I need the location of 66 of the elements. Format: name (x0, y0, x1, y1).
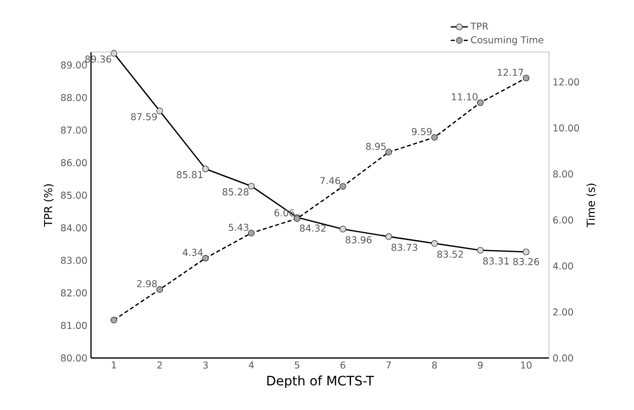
x-tick-label: 6 (340, 362, 346, 369)
x-tick-label: 1 (112, 362, 116, 368)
x-tick-label: 3 (203, 362, 208, 369)
y2-tick-label: 10.00 (554, 124, 579, 132)
data-label: 83.96 (346, 236, 372, 244)
point (202, 254, 209, 262)
point (340, 226, 346, 232)
data-label: 7.46 (320, 177, 340, 184)
data-label: 84.32 (300, 224, 326, 232)
x-tick-label: 9 (478, 362, 483, 369)
point (385, 233, 392, 240)
x-tick-label: 7 (386, 362, 391, 368)
y-tick-label: 87.00 (61, 126, 87, 134)
point (522, 74, 530, 82)
data-label: 87.59 (131, 113, 157, 120)
data-label: 85.81 (176, 171, 202, 178)
y-axis-title: TPR (%) (44, 184, 54, 227)
legend-label: Cosuming Time (471, 36, 544, 46)
y2-tick-label: 12.00 (554, 78, 579, 86)
y2-axis-title: Time (s) (586, 184, 596, 228)
data-label: 12.17 (498, 68, 524, 76)
y-tick-label: 84.00 (61, 224, 87, 232)
x-tick-label: 5 (294, 362, 300, 369)
y-tick-label: 89.00 (61, 61, 87, 69)
point (156, 286, 163, 293)
data-label: 4.34 (182, 248, 203, 256)
data-label: 83.73 (392, 244, 418, 251)
point (385, 148, 392, 156)
x-tick-label: 10 (521, 362, 532, 369)
point (156, 108, 163, 114)
legend-label: TPR (470, 22, 488, 30)
y-tick-label: 82.00 (61, 289, 87, 296)
point (477, 99, 484, 106)
y2-tick-label: 2.00 (553, 308, 573, 316)
y2-tick-label: 6.00 (553, 216, 573, 224)
point (431, 240, 438, 247)
x-axis-title: Depth of MCTS-T (267, 376, 374, 388)
point (522, 248, 530, 256)
y2-tick-label: 8.00 (553, 170, 573, 178)
data-label: 5.43 (228, 224, 248, 231)
point (202, 166, 209, 172)
y-tick-label: 88.00 (61, 94, 87, 102)
data-label: 2.98 (137, 280, 157, 288)
data-label: 83.31 (483, 257, 509, 265)
y-tick-label: 83.00 (61, 256, 87, 264)
y-tick-label: 81.00 (61, 322, 87, 330)
y-tick-label: 85.00 (61, 192, 87, 199)
x-tick-label: 2 (157, 362, 162, 369)
point (110, 316, 118, 324)
point (477, 246, 484, 254)
x-tick-label: 4 (248, 362, 254, 368)
data-label: 85.28 (222, 188, 248, 196)
y2-tick-label: 0.00 (553, 354, 573, 362)
y2-tick-label: 4.00 (552, 262, 573, 270)
point (248, 230, 255, 236)
data-label: 83.26 (513, 258, 540, 266)
y-tick-label: 80.00 (61, 354, 87, 362)
point (248, 182, 255, 190)
x-tick-label: 8 (432, 362, 437, 369)
data-label: 9.59 (412, 128, 432, 136)
point (340, 183, 346, 190)
y-tick-label: 86.00 (61, 159, 87, 166)
data-label: 11.10 (452, 93, 478, 100)
data-label: 83.52 (437, 250, 463, 258)
point (431, 134, 438, 141)
data-label: 8.95 (366, 142, 386, 150)
